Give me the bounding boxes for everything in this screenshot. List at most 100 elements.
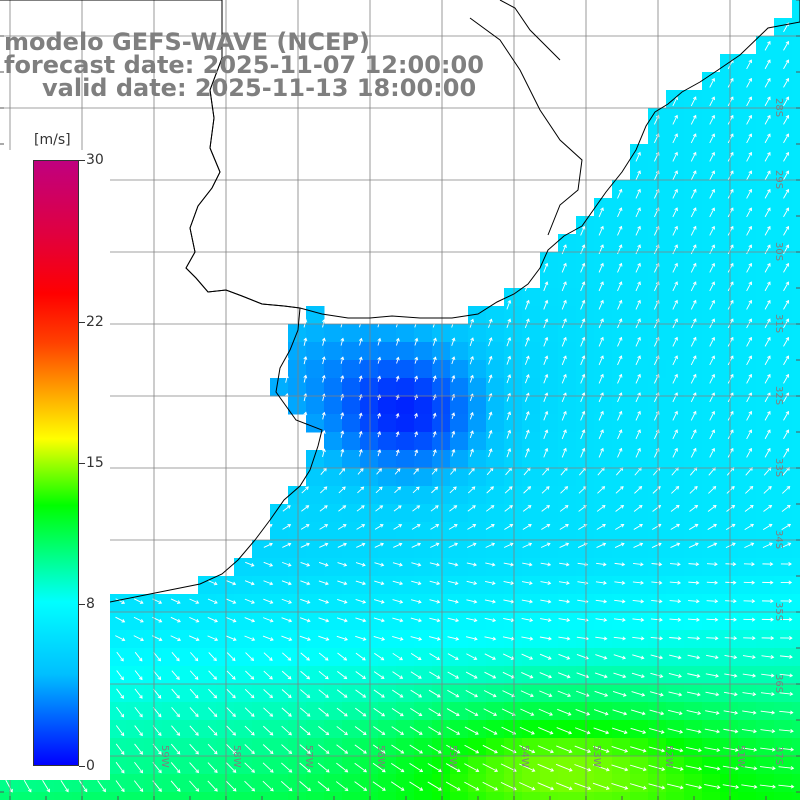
wind-arrow <box>336 707 348 717</box>
wind-arrow <box>690 133 697 144</box>
wind-cell <box>504 684 523 703</box>
wind-cell <box>288 540 307 559</box>
wind-arrow <box>376 468 382 475</box>
lagoon-outline <box>499 0 561 61</box>
wind-arrow <box>432 412 437 419</box>
wind-cell <box>738 450 757 469</box>
wind-arrow <box>783 40 790 51</box>
wind-cell <box>702 792 721 800</box>
wind-cell <box>630 684 649 703</box>
wind-cell <box>342 594 361 613</box>
wind-cell <box>738 792 757 800</box>
wind-arrow <box>281 744 293 754</box>
wind-arrow <box>340 375 345 383</box>
wind-cell <box>414 378 433 397</box>
wind-arrow <box>524 374 530 384</box>
wind-cell <box>648 648 667 667</box>
wind-cell <box>162 720 181 739</box>
wind-cell <box>630 756 649 775</box>
wind-cell <box>648 270 667 289</box>
wind-arrow <box>780 636 793 641</box>
wind-cell <box>612 522 631 541</box>
wind-cell <box>720 756 739 775</box>
wind-cell <box>342 396 361 415</box>
wind-cell <box>540 576 559 595</box>
wind-arrow <box>358 375 363 383</box>
wind-cell <box>684 630 703 649</box>
wind-cell <box>378 522 397 541</box>
wind-cell <box>738 414 757 433</box>
wind-cell <box>702 216 721 235</box>
wind-arrow <box>709 410 715 421</box>
wind-arrow <box>226 617 237 623</box>
wind-cell <box>414 324 433 343</box>
wind-arrow <box>448 580 459 586</box>
wind-arrow <box>779 691 794 696</box>
longitude-label: 55W <box>447 745 458 768</box>
wind-cell <box>756 648 775 667</box>
wind-arrow <box>263 707 274 717</box>
wind-cell <box>756 216 775 235</box>
wind-cell <box>774 774 793 793</box>
wind-cell <box>648 234 667 253</box>
wind-arrow <box>467 524 477 530</box>
wind-cell <box>162 630 181 649</box>
wind-arrow <box>722 765 739 771</box>
wind-arrow <box>299 781 312 792</box>
wind-arrow <box>411 542 422 548</box>
wind-cell <box>414 630 433 649</box>
wind-cell <box>774 702 793 721</box>
wind-arrow <box>669 562 681 567</box>
wind-cell <box>396 558 415 577</box>
wind-arrow <box>429 562 440 567</box>
wind-arrow <box>630 727 647 734</box>
wind-arrow <box>262 762 274 773</box>
wind-cell <box>558 792 577 800</box>
wind-arrow <box>559 523 569 530</box>
wind-arrow <box>690 207 697 218</box>
wind-arrow <box>189 688 199 699</box>
wind-cell <box>756 36 775 55</box>
wind-arrow <box>783 77 790 88</box>
wind-cell <box>414 702 433 721</box>
wind-arrow <box>524 355 530 365</box>
wind-arrow <box>783 96 790 107</box>
wind-cell <box>288 576 307 595</box>
colorbar-tick-label: 8 <box>86 596 95 613</box>
wind-cell <box>594 522 613 541</box>
wind-cell <box>414 576 433 595</box>
wind-cell <box>468 792 487 800</box>
wind-cell <box>306 558 325 577</box>
wind-arrow <box>244 707 255 717</box>
wind-arrow <box>783 373 790 384</box>
wind-arrow <box>263 689 273 699</box>
wind-arrow <box>225 780 237 792</box>
wind-cell <box>756 360 775 379</box>
wind-arrow <box>725 562 737 567</box>
wind-cell <box>324 342 343 361</box>
wind-arrow <box>504 505 513 512</box>
wind-arrow <box>686 710 702 715</box>
wind-arrow <box>394 486 402 494</box>
wind-arrow <box>783 447 790 458</box>
wind-arrow <box>115 635 126 642</box>
wind-arrow <box>355 617 367 623</box>
wind-cell <box>522 576 541 595</box>
wind-cell <box>684 558 703 577</box>
wind-arrow <box>393 524 403 530</box>
wind-cell <box>576 288 595 307</box>
wind-arrow <box>687 617 700 622</box>
wind-cell <box>774 144 793 163</box>
wind-cell <box>702 756 721 775</box>
wind-arrow <box>23 779 32 793</box>
wind-cell <box>702 270 721 289</box>
wind-arrow <box>116 706 125 718</box>
wind-cell <box>144 774 163 793</box>
wind-arrow <box>576 690 590 697</box>
wind-arrow <box>761 655 775 659</box>
wind-cell <box>378 324 397 343</box>
wind-arrow <box>282 505 291 512</box>
wind-arrow <box>709 225 715 236</box>
wind-arrow <box>709 133 715 144</box>
wind-arrow <box>409 763 424 773</box>
